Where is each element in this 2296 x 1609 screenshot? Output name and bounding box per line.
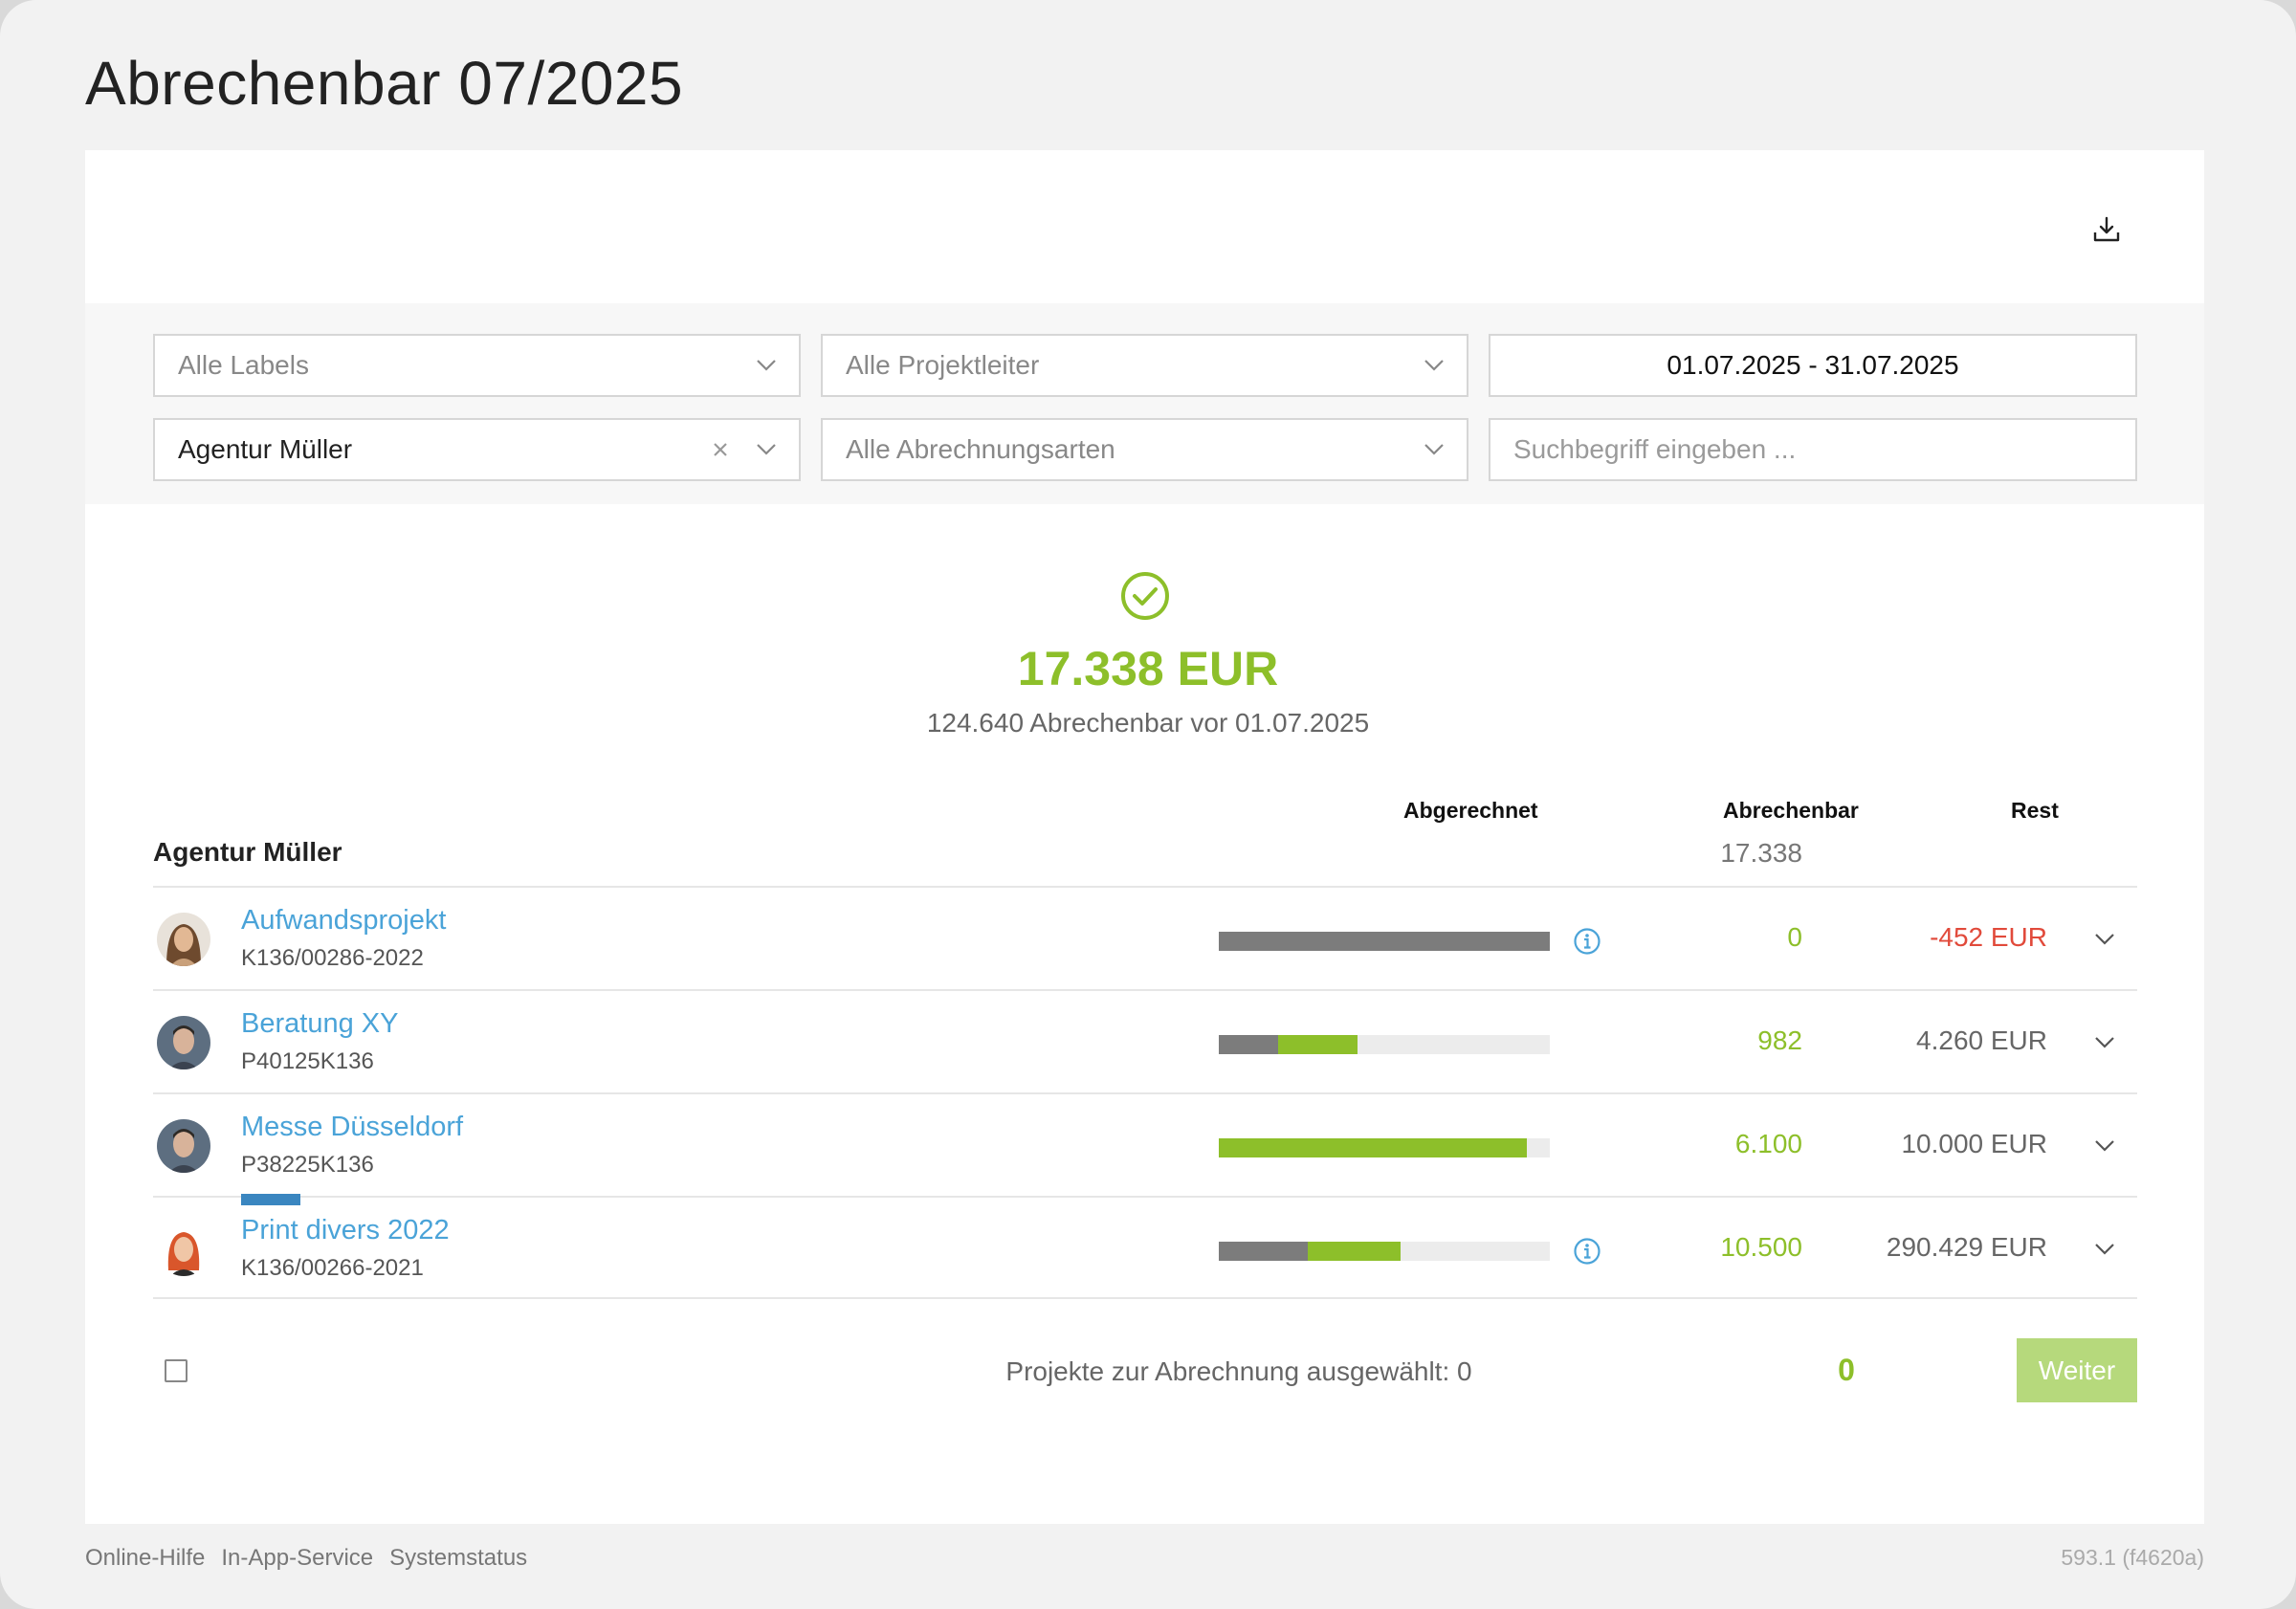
project-code: K136/00266-2021 xyxy=(241,1255,424,1281)
progress-bar xyxy=(1219,1242,1550,1261)
next-button[interactable]: Weiter xyxy=(2017,1338,2137,1402)
progress-bar xyxy=(1219,1035,1550,1054)
footer-link-help[interactable]: Online-Hilfe xyxy=(85,1545,206,1571)
expand-chevron-icon[interactable] xyxy=(2086,1024,2124,1062)
project-name-link[interactable]: Print divers 2022 xyxy=(241,1215,450,1245)
avatar xyxy=(157,1223,210,1276)
chevron-down-icon xyxy=(1413,344,1455,386)
client-select-value: Agentur Müller xyxy=(178,434,353,464)
labels-select-value: Alle Labels xyxy=(178,350,309,380)
select-all-checkbox[interactable] xyxy=(165,1359,188,1382)
billed-segment xyxy=(1219,1035,1279,1054)
version-label: 593.1 (f4620a) xyxy=(2061,1545,2204,1570)
project-code: P38225K136 xyxy=(241,1152,374,1178)
download-icon xyxy=(2093,216,2120,242)
page-title: Abrechenbar 07/2025 xyxy=(85,49,684,118)
info-icon[interactable] xyxy=(1573,1237,1601,1266)
group-name: Agentur Müller xyxy=(153,837,342,867)
expand-chevron-icon[interactable] xyxy=(2086,1127,2124,1165)
billable-segment xyxy=(1278,1035,1358,1054)
drag-indicator xyxy=(241,1194,300,1205)
billable-value: 6.100 xyxy=(1734,1129,1802,1158)
project-lead-select-value: Alle Projektleiter xyxy=(846,350,1040,380)
billed-segment xyxy=(1219,1242,1309,1261)
avatar xyxy=(157,1016,210,1069)
billable-value: 10.500 xyxy=(1720,1232,1802,1262)
project-name-link[interactable]: Messe Düsseldorf xyxy=(241,1112,464,1142)
billing-type-select[interactable]: Alle Abrechnungsarten xyxy=(821,418,1468,481)
chevron-down-icon xyxy=(745,429,787,471)
project-row: Beratung XY P40125K136 982 4.260 EUR xyxy=(153,989,2137,1092)
project-name-link[interactable]: Aufwandsprojekt xyxy=(241,905,447,936)
avatar xyxy=(157,1119,210,1173)
billable-segment xyxy=(1308,1242,1402,1261)
billing-type-select-value: Alle Abrechnungsarten xyxy=(846,434,1115,464)
project-row: Aufwandsprojekt K136/00286-2022 0 -452 E… xyxy=(153,886,2137,989)
footer-links: Online-Hilfe In-App-Service Systemstatus xyxy=(85,1545,527,1572)
chevron-down-icon xyxy=(1413,429,1455,471)
billable-value: 0 xyxy=(1787,922,1802,952)
date-range-field[interactable]: 01.07.2025 - 31.07.2025 xyxy=(1489,334,2137,397)
group-total-billable: 17.338 xyxy=(1720,838,1802,868)
footer-link-system-status[interactable]: Systemstatus xyxy=(389,1545,528,1571)
search-input[interactable] xyxy=(1513,420,2135,479)
project-lead-select[interactable]: Alle Projektleiter xyxy=(821,334,1468,397)
summary-amount: 17.338 EUR xyxy=(1017,642,1279,695)
project-name-link[interactable]: Beratung XY xyxy=(241,1008,399,1039)
billable-segment xyxy=(1219,1138,1527,1157)
labels-select[interactable]: Alle Labels xyxy=(153,334,801,397)
selection-sum: 0 xyxy=(1838,1353,1855,1387)
info-icon[interactable] xyxy=(1573,927,1601,956)
project-code: K136/00286-2022 xyxy=(241,945,424,971)
client-select[interactable]: Agentur Müller xyxy=(153,418,801,481)
project-row: Messe Düsseldorf P38225K136 6.100 10.000… xyxy=(153,1092,2137,1196)
rest-value: 10.000 EUR xyxy=(1901,1129,2047,1158)
date-range-value: 01.07.2025 - 31.07.2025 xyxy=(1667,350,1959,380)
rest-value: 4.260 EUR xyxy=(1916,1025,2047,1055)
chevron-down-icon xyxy=(745,344,787,386)
expand-chevron-icon[interactable] xyxy=(2086,1230,2124,1268)
column-header-billed: Abgerechnet xyxy=(1403,798,1538,823)
billable-value: 982 xyxy=(1757,1025,1802,1055)
progress-bar xyxy=(1219,932,1550,951)
billed-segment xyxy=(1219,932,1550,951)
project-code: P40125K136 xyxy=(241,1048,374,1074)
rest-value: -452 EUR xyxy=(1930,922,2047,952)
summary-subtitle: 124.640 Abrechenbar vor 01.07.2025 xyxy=(926,708,1370,738)
search-field xyxy=(1489,418,2137,481)
rest-value: 290.429 EUR xyxy=(1886,1232,2047,1262)
check-circle-icon xyxy=(1121,572,1169,620)
progress-bar xyxy=(1219,1138,1550,1157)
expand-chevron-icon[interactable] xyxy=(2086,920,2124,959)
avatar xyxy=(157,913,210,966)
column-header-rest: Rest xyxy=(2011,798,2059,823)
download-button[interactable] xyxy=(2086,209,2128,251)
footer-link-in-app-service[interactable]: In-App-Service xyxy=(221,1545,374,1571)
project-row: Print divers 2022 K136/00266-2021 10.500… xyxy=(153,1194,2137,1299)
column-header-billable: Abrechenbar xyxy=(1723,798,1859,823)
clear-icon[interactable] xyxy=(701,429,740,471)
